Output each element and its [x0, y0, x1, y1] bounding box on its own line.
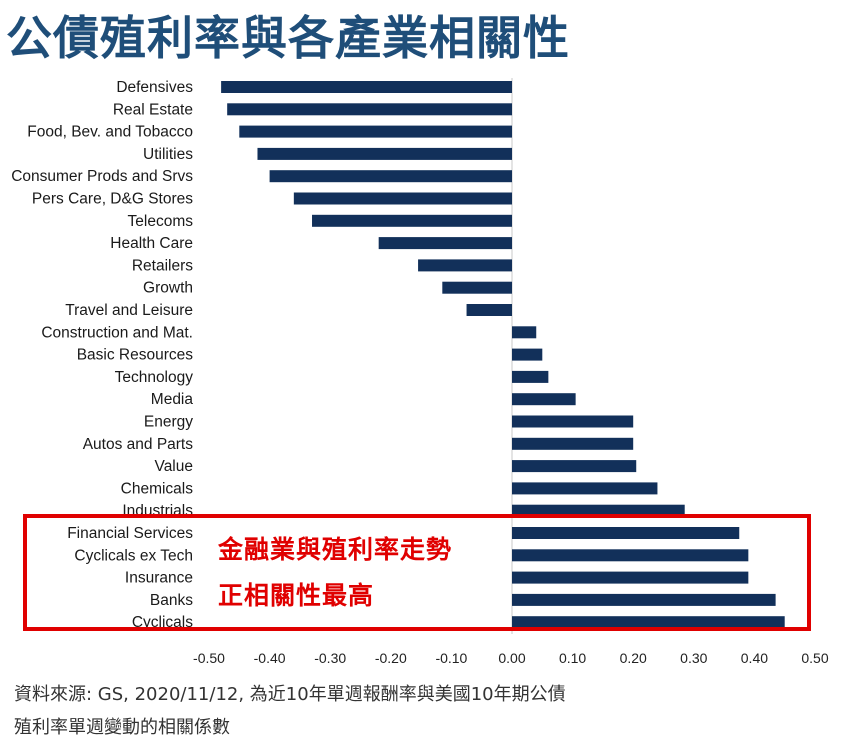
- x-tick-label: -0.30: [314, 650, 346, 666]
- category-label: Energy: [144, 414, 193, 431]
- bar: [512, 527, 740, 539]
- category-label: Retailers: [132, 257, 193, 274]
- bar: [512, 348, 543, 361]
- bar: [378, 237, 512, 250]
- bar: [512, 482, 658, 495]
- bars-layer: [221, 81, 785, 629]
- category-label: Chemicals: [121, 480, 194, 497]
- x-tick-label: 0.40: [741, 650, 768, 666]
- bar: [312, 214, 512, 227]
- bar: [442, 281, 512, 294]
- category-label: Autos and Parts: [83, 436, 194, 453]
- category-label: Real Estate: [113, 101, 193, 118]
- x-tick-label: 0.20: [620, 650, 647, 666]
- bar: [512, 393, 576, 406]
- category-label: Basic Resources: [77, 347, 194, 364]
- category-label: Value: [155, 458, 194, 475]
- x-tick-label: -0.50: [193, 650, 225, 666]
- bar: [512, 593, 776, 606]
- bar: [512, 437, 634, 450]
- category-label: Growth: [143, 280, 193, 297]
- annotation-line-2: 正相關性最高: [218, 581, 375, 610]
- x-tick-labels: -0.50 -0.40 -0.30 -0.20 -0.10 0.00 0.10 0.20 0.3…: [193, 650, 829, 666]
- bar: [512, 616, 785, 629]
- category-label: Pers Care, D&G Stores: [32, 191, 193, 208]
- bar: [512, 549, 749, 562]
- bar: [512, 415, 634, 428]
- bar: [512, 571, 749, 584]
- bar: [512, 370, 549, 383]
- category-label: Consumer Prods and Srvs: [11, 168, 193, 185]
- bar: [512, 504, 685, 517]
- category-label: Food, Bev. and Tobacco: [27, 124, 193, 141]
- source-note-line-1: 資料來源: GS, 2020/11/12, 為近10年單週報酬率與美國10年期公…: [14, 684, 566, 705]
- category-label: Cyclicals ex Tech: [74, 547, 193, 564]
- x-tick-label: -0.10: [435, 650, 467, 666]
- bar: [221, 81, 512, 93]
- category-label: Cyclicals: [132, 614, 193, 631]
- category-label: Defensives: [116, 79, 193, 96]
- category-label: Health Care: [110, 235, 193, 252]
- category-label: Insurance: [125, 570, 193, 587]
- annotation-line-1: 金融業與殖利率走勢: [218, 535, 453, 564]
- page-title: 公債殖利率與各產業相關性: [6, 11, 570, 65]
- bar: [227, 103, 512, 116]
- financials-highlight-box: [23, 514, 811, 631]
- category-label: Travel and Leisure: [65, 302, 193, 319]
- category-label: Telecoms: [128, 213, 194, 230]
- category-label: Media: [151, 391, 194, 408]
- category-label: Technology: [115, 369, 194, 386]
- x-tick-label: 0.10: [559, 650, 586, 666]
- x-tick-label: -0.20: [375, 650, 407, 666]
- source-note-line-2: 殖利率單週變動的相關係數: [14, 717, 230, 738]
- bar: [269, 170, 512, 183]
- category-label: Banks: [150, 592, 193, 609]
- bar: [466, 304, 512, 316]
- bar: [512, 326, 537, 339]
- category-labels: Defensives Real Estate Food, Bev. and Toba…: [11, 79, 193, 631]
- category-label: Financial Services: [67, 525, 193, 542]
- x-tick-label: 0.50: [801, 650, 828, 666]
- bar: [293, 192, 512, 205]
- bar: [418, 259, 512, 272]
- x-tick-label: 0.00: [498, 650, 525, 666]
- category-label: Construction and Mat.: [41, 324, 193, 341]
- x-tick-label: 0.30: [680, 650, 707, 666]
- bar: [239, 125, 513, 138]
- category-label: Utilities: [143, 146, 193, 163]
- bar: [512, 460, 637, 473]
- bar: [257, 147, 512, 160]
- x-tick-label: -0.40: [254, 650, 286, 666]
